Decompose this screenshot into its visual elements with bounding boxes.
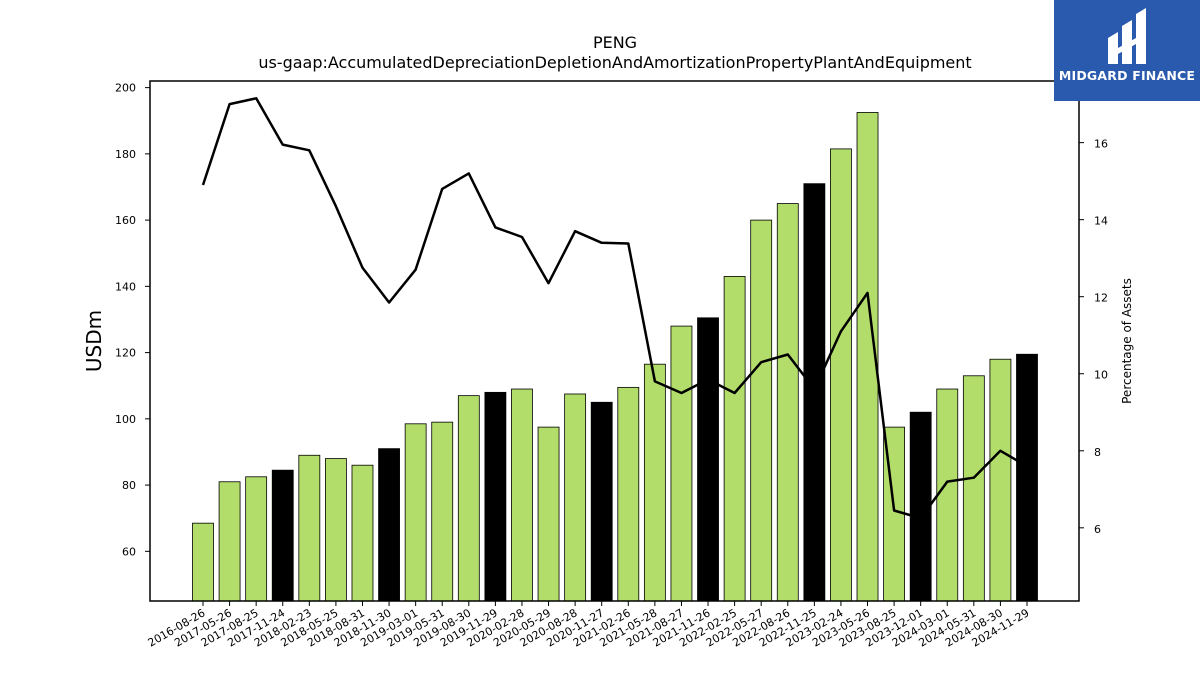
logo: MIDGARD FINANCE xyxy=(1054,0,1200,101)
y-axis-left: 60 80 100 120 140 160 180 200 xyxy=(115,82,150,558)
bar-2024-05-31 xyxy=(962,375,985,602)
y2-tick-label: 12 xyxy=(1094,292,1108,305)
bar-2017-08-25 xyxy=(245,476,268,602)
percentage-line xyxy=(201,97,1028,520)
bar-2024-03-01 xyxy=(936,388,959,602)
bar-2021-05-28 xyxy=(643,363,666,602)
bar-series xyxy=(192,112,1038,602)
bar-2020-05-29 xyxy=(537,426,560,602)
logo-text: MIDGARD FINANCE xyxy=(1058,68,1196,83)
bar-2020-11-27 xyxy=(590,401,613,602)
y-tick-label: 180 xyxy=(115,148,136,161)
y-tick-label: 100 xyxy=(115,413,136,426)
bar-2018-02-23 xyxy=(298,454,321,602)
bar-2021-08-27 xyxy=(670,325,693,602)
bar-2024-11-29 xyxy=(1016,353,1038,602)
y-tick-label: 140 xyxy=(115,280,136,293)
bar-2022-11-25 xyxy=(803,183,826,602)
bar-2018-11-30 xyxy=(378,448,400,602)
bar-2018-08-31 xyxy=(351,464,374,602)
y2-tick-label: 10 xyxy=(1094,369,1108,382)
x-axis: 2016-08-262017-05-262017-08-252017-11-24… xyxy=(146,601,1032,650)
plot-frame xyxy=(149,80,1080,602)
y-tick-label: 200 xyxy=(115,82,136,95)
bar-2019-11-29 xyxy=(484,391,507,602)
bar-2022-08-26 xyxy=(776,203,799,602)
y-tick-label: 60 xyxy=(122,545,136,558)
bar-2016-08-26 xyxy=(192,522,214,602)
y-tick-label: 160 xyxy=(115,214,136,227)
bar-2021-11-26 xyxy=(697,317,719,602)
y-tick-label: 120 xyxy=(115,347,136,360)
bar-2023-02-24 xyxy=(830,148,852,602)
bar-2020-08-28 xyxy=(564,393,587,602)
y-axis-label: USDm xyxy=(82,310,106,372)
bar-2018-05-25 xyxy=(325,458,347,602)
bar-2019-08-30 xyxy=(457,395,480,602)
chart-title: PENG xyxy=(593,33,637,52)
bar-2021-02-26 xyxy=(617,386,640,602)
y2-tick-label: 8 xyxy=(1094,446,1101,459)
y2-tick-label: 16 xyxy=(1094,138,1108,151)
y2-tick-label: 14 xyxy=(1094,215,1108,228)
y2-axis-label: Percentage of Assets xyxy=(1120,278,1134,404)
logo-mark-icon xyxy=(1108,8,1146,64)
y2-tick-label: 6 xyxy=(1094,523,1101,536)
bar-2017-05-26 xyxy=(218,481,241,602)
bar-2017-11-24 xyxy=(271,469,294,602)
bar-2024-08-30 xyxy=(989,358,1012,602)
y-axis-right: 6 8 10 12 14 16 xyxy=(1079,138,1108,536)
bar-2022-05-27 xyxy=(750,219,773,602)
bar-2020-02-28 xyxy=(511,388,533,602)
chart-subtitle: us-gaap:AccumulatedDepreciationDepletion… xyxy=(258,53,971,72)
bar-2019-03-01 xyxy=(404,423,427,602)
y-tick-label: 80 xyxy=(122,479,136,492)
bar-2019-05-31 xyxy=(431,421,454,602)
bar-2022-02-25 xyxy=(723,276,746,602)
